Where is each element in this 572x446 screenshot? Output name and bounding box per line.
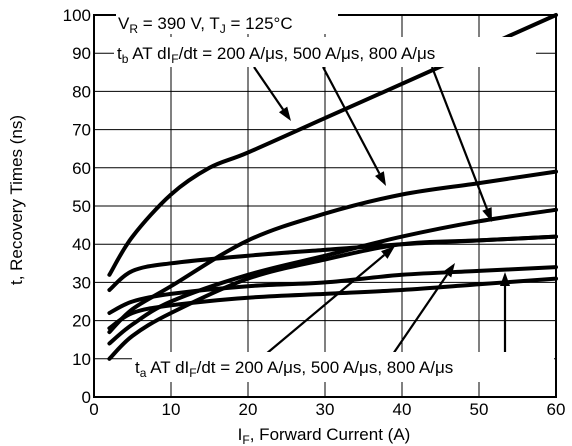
- ta-arrow-200: [265, 246, 395, 355]
- ta-arrow-500: [392, 263, 455, 355]
- series-line-6: [107, 207, 558, 346]
- conditions-label-bg: [116, 10, 338, 34]
- x-tick-label: 20: [239, 400, 258, 419]
- y-tick-label: 70: [72, 121, 91, 140]
- x-tick-label: 40: [393, 400, 412, 419]
- y-tick-label: 100: [63, 6, 91, 25]
- ta-label: ta AT dIF/dt = 200 A/μs, 500 A/μs, 800 A…: [135, 358, 453, 380]
- ta-arrow-800: [500, 272, 510, 354]
- x-tick-label: 60: [547, 400, 566, 419]
- tb-label: tb AT dIF/dt = 200 A/μs, 500 A/μs, 800 A…: [117, 44, 435, 66]
- y-tick-label: 60: [72, 159, 91, 178]
- y-tick-label: 0: [82, 388, 91, 407]
- conditions-label: VR = 390 V, TJ = 125°C: [118, 14, 293, 36]
- y-axis-label: t, Recovery Times (ns): [7, 115, 26, 285]
- y-tick-label: 30: [72, 273, 91, 292]
- y-tick-label: 40: [72, 235, 91, 254]
- y-tick-label: 90: [72, 44, 91, 63]
- tb-arrow-500: [322, 66, 386, 186]
- annotation-arrows: [253, 66, 510, 355]
- series-line-5: [107, 169, 558, 335]
- series-line-7: [107, 234, 558, 361]
- tb-label-bg: [114, 37, 536, 67]
- x-tick-label: 10: [162, 400, 181, 419]
- tb-arrow-800: [430, 66, 492, 222]
- ta-label-bg: [132, 352, 554, 382]
- x-tick-label: 50: [470, 400, 489, 419]
- y-tick-label: 10: [72, 350, 91, 369]
- y-tick-label: 80: [72, 82, 91, 101]
- series-line-3: [107, 265, 558, 315]
- series-line-4: [107, 276, 558, 331]
- y-tick-label: 20: [72, 312, 91, 331]
- y-tick-label: 50: [72, 197, 91, 216]
- series-group: [107, 13, 558, 361]
- x-axis-label: IF, Forward Current (A): [238, 425, 411, 446]
- x-tick-label: 30: [316, 400, 335, 419]
- tb-arrow-200: [253, 66, 291, 121]
- tick-labels: 0 10 20 30 40 50 60 0 10 20 30 40 50 60 70 80 90 100: [63, 6, 566, 419]
- x-tick-label: 0: [89, 400, 98, 419]
